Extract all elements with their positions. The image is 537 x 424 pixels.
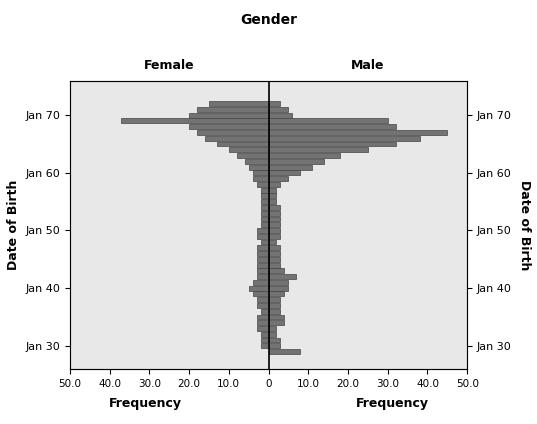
Bar [268,280,288,285]
Bar [268,297,280,302]
Text: Frequency: Frequency [108,397,182,410]
Bar [257,297,268,302]
Bar [268,274,296,279]
Bar [268,291,285,296]
Text: Gender: Gender [240,13,297,27]
Bar [257,234,268,239]
Bar [268,159,324,164]
Bar [249,165,268,170]
Bar [268,193,277,198]
Bar [268,309,280,314]
Bar [268,349,300,354]
Bar [260,222,268,227]
Bar [268,170,300,175]
Bar [268,147,368,152]
Bar [268,130,447,135]
Bar [257,326,268,331]
Bar [229,147,268,152]
Bar [268,251,280,256]
Bar [268,257,280,262]
Bar [268,113,292,117]
Bar [268,228,280,233]
Bar [257,320,268,325]
Text: Frequency: Frequency [355,397,429,410]
Bar [257,182,268,187]
Bar [268,245,280,250]
Y-axis label: Date of Birth: Date of Birth [6,179,20,270]
Bar [268,332,277,337]
Bar [252,280,268,285]
Bar [260,199,268,204]
Bar [257,228,268,233]
Text: Female: Female [144,59,194,72]
Bar [260,343,268,348]
Bar [189,124,268,129]
Bar [245,159,268,164]
Bar [237,153,268,158]
Bar [268,101,280,106]
Bar [205,136,268,141]
Bar [257,245,268,250]
Bar [249,286,268,290]
Bar [260,217,268,221]
Bar [268,124,396,129]
Bar [257,251,268,256]
Bar [268,217,280,221]
Y-axis label: Date of Birth: Date of Birth [518,179,531,270]
Bar [257,303,268,308]
Bar [260,211,268,216]
Bar [268,199,277,204]
Bar [257,268,268,273]
Bar [268,136,419,141]
Bar [197,130,268,135]
Bar [268,142,396,146]
Bar [252,170,268,175]
Bar [268,211,280,216]
Bar [268,165,312,170]
Bar [217,142,268,146]
Bar [260,332,268,337]
Bar [268,286,288,290]
Bar [268,303,280,308]
Bar [268,240,277,245]
Bar [260,240,268,245]
Bar [209,101,268,106]
Bar [260,193,268,198]
Bar [268,315,285,319]
Bar [268,343,280,348]
Bar [268,234,280,239]
Bar [121,118,268,123]
Bar [268,107,288,112]
Bar [268,338,280,343]
Bar [268,153,340,158]
Bar [189,113,268,117]
Bar [268,268,285,273]
Bar [268,262,280,268]
Bar [268,205,280,210]
Bar [257,257,268,262]
Bar [268,182,280,187]
Bar [260,309,268,314]
Bar [197,107,268,112]
Bar [257,262,268,268]
Bar [268,326,277,331]
Bar [268,118,388,123]
Bar [260,338,268,343]
Bar [268,320,285,325]
Bar [268,176,288,181]
Bar [252,291,268,296]
Text: Male: Male [351,59,384,72]
Bar [257,274,268,279]
Bar [252,176,268,181]
Bar [257,315,268,319]
Bar [260,188,268,192]
Bar [268,222,280,227]
Bar [260,205,268,210]
Bar [268,188,277,192]
